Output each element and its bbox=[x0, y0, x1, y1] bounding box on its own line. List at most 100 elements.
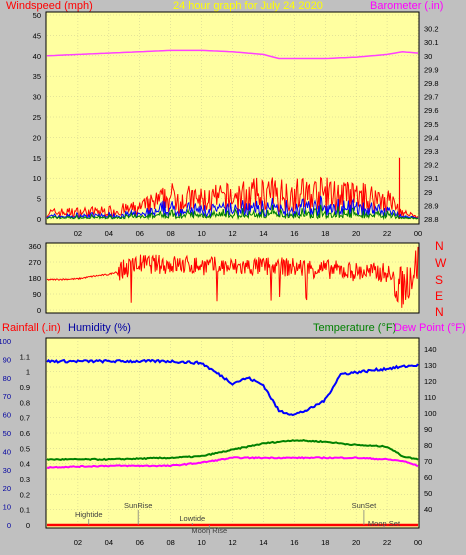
top-x-tick-label: 18 bbox=[321, 229, 329, 238]
top-x-tick-label: 06 bbox=[136, 229, 144, 238]
top-x-tick-label: 08 bbox=[166, 229, 174, 238]
rainfall-axis-label: Rainfall (.in) bbox=[2, 322, 61, 334]
humidity-tick-label: 80 bbox=[3, 374, 11, 383]
barometer-tick-label: 28.9 bbox=[424, 201, 439, 210]
humidity-tick-label: 10 bbox=[3, 503, 11, 512]
windspeed-tick-label: 5 bbox=[37, 195, 41, 204]
bottom-x-tick-label: 22 bbox=[383, 538, 391, 547]
temperature-tick-label: 130 bbox=[424, 361, 437, 370]
wind-direction-panel: 0 90 180 270 360 bbox=[28, 242, 420, 315]
barometer-tick-label: 29.4 bbox=[424, 133, 439, 142]
temperature-line bbox=[46, 439, 419, 461]
barometer-tick-label: 29.2 bbox=[424, 161, 439, 170]
rainfall-tick-label: 0.5 bbox=[20, 444, 30, 453]
temperature-tick-label: 140 bbox=[424, 345, 437, 354]
humidity-tick-label: 0 bbox=[7, 521, 11, 530]
wind-barometer-panel: 0 5 10 15 20 25 30 35 40 45 50 28.8 28.9 29 29.1 29.2 29… bbox=[33, 11, 439, 238]
temperature-tick-label: 100 bbox=[424, 409, 437, 418]
temperature-tick-label: 80 bbox=[424, 441, 432, 450]
rainfall-tick-label: 0.8 bbox=[20, 398, 30, 407]
rainfall-tick-label: 0.3 bbox=[20, 475, 30, 484]
humidity-line bbox=[46, 358, 419, 417]
direction-tick-label: 0 bbox=[37, 306, 41, 315]
event-label: SunSet bbox=[352, 501, 378, 510]
top-x-tick-label: 16 bbox=[290, 229, 298, 238]
humidity-tick-label: 50 bbox=[3, 429, 11, 438]
bottom-x-tick-label: 10 bbox=[197, 538, 205, 547]
bottom-x-tick-label: 18 bbox=[321, 538, 329, 547]
wind-average-line bbox=[46, 195, 419, 220]
wind-gust-line bbox=[46, 176, 419, 220]
event-label: Moon Rise bbox=[191, 526, 227, 535]
rainfall-tick-label: 1 bbox=[26, 368, 30, 377]
barometer-tick-label: 29.9 bbox=[424, 65, 439, 74]
direction-label-n-top: N bbox=[435, 239, 444, 253]
rainfall-tick-label: 0.6 bbox=[20, 429, 30, 438]
bottom-x-tick-label: 20 bbox=[352, 538, 360, 547]
temperature-tick-label: 110 bbox=[424, 393, 436, 402]
rainfall-tick-label: 0 bbox=[26, 521, 30, 530]
event-label: Hightide bbox=[75, 510, 103, 519]
direction-label-s: S bbox=[435, 273, 443, 287]
dewpoint-axis-label: Dew Point (°F) bbox=[394, 322, 466, 334]
barometer-tick-label: 29.6 bbox=[424, 106, 439, 115]
top-x-tick-label: 10 bbox=[197, 229, 205, 238]
humidity-temperature-panel: 0 0.1 0.2 0.3 0.4 0.5 0.6 0.7 0.8 0.9 1 1.1 0 10 20 30 4… bbox=[0, 337, 437, 547]
barometer-tick-label: 29.5 bbox=[424, 120, 439, 129]
humidity-axis-label: Humidity (%) bbox=[68, 322, 131, 334]
event-label: SunRise bbox=[124, 501, 152, 510]
direction-label-n-bottom: N bbox=[435, 305, 444, 319]
temperature-tick-label: 70 bbox=[424, 457, 432, 466]
direction-label-w: W bbox=[435, 256, 447, 270]
direction-tick-label: 90 bbox=[33, 290, 41, 299]
humidity-tick-label: 70 bbox=[3, 392, 11, 401]
bottom-x-tick-label: 04 bbox=[105, 538, 113, 547]
humidity-tick-label: 60 bbox=[3, 411, 11, 420]
temperature-tick-label: 120 bbox=[424, 377, 437, 386]
barometer-tick-label: 29 bbox=[424, 188, 432, 197]
top-x-tick-label: 12 bbox=[228, 229, 236, 238]
windspeed-tick-label: 30 bbox=[33, 93, 41, 102]
humidity-tick-label: 20 bbox=[3, 484, 11, 493]
windspeed-tick-label: 50 bbox=[33, 11, 41, 20]
humidity-tick-label: 90 bbox=[3, 355, 11, 364]
windspeed-tick-label: 15 bbox=[33, 154, 41, 163]
temperature-tick-label: 90 bbox=[424, 425, 432, 434]
barometer-line bbox=[46, 49, 419, 60]
barometer-tick-label: 30.2 bbox=[424, 25, 439, 34]
top-x-tick-label: 14 bbox=[259, 229, 267, 238]
barometer-tick-label: 29.8 bbox=[424, 79, 439, 88]
barometer-axis-label: Barometer (.in) bbox=[370, 0, 443, 12]
top-x-tick-label: 02 bbox=[74, 229, 82, 238]
windspeed-tick-label: 20 bbox=[33, 133, 41, 142]
rainfall-tick-label: 0.9 bbox=[20, 383, 30, 392]
bottom-x-tick-label: 02 bbox=[74, 538, 82, 547]
barometer-tick-label: 29.1 bbox=[424, 174, 439, 183]
dew-point-line bbox=[46, 456, 419, 469]
humidity-tick-label: 40 bbox=[3, 447, 11, 456]
top-x-tick-label: 04 bbox=[105, 229, 113, 238]
temperature-tick-label: 40 bbox=[424, 505, 432, 514]
humidity-tick-label: 100 bbox=[0, 337, 11, 346]
windspeed-tick-label: 10 bbox=[33, 174, 41, 183]
direction-label-e: E bbox=[435, 289, 443, 303]
direction-tick-label: 360 bbox=[28, 242, 41, 251]
temperature-tick-label: 50 bbox=[424, 489, 432, 498]
wind-direction-line bbox=[46, 246, 419, 308]
barometer-tick-label: 30 bbox=[424, 52, 432, 61]
bottom-x-tick-label: 00 bbox=[414, 538, 422, 547]
barometer-tick-label: 28.8 bbox=[424, 215, 439, 224]
rainfall-tick-label: 0.1 bbox=[20, 506, 30, 515]
windspeed-tick-label: 45 bbox=[33, 31, 41, 40]
barometer-tick-label: 30.1 bbox=[424, 38, 439, 47]
direction-tick-label: 270 bbox=[28, 258, 41, 267]
temperature-tick-label: 60 bbox=[424, 473, 432, 482]
temperature-axis-label: Temperature (°F) bbox=[313, 322, 396, 334]
bottom-x-tick-label: 16 bbox=[290, 538, 298, 547]
windspeed-tick-label: 25 bbox=[33, 113, 41, 122]
windspeed-tick-label: 40 bbox=[33, 52, 41, 61]
rainfall-tick-label: 0.2 bbox=[20, 490, 30, 499]
direction-tick-label: 180 bbox=[28, 274, 41, 283]
